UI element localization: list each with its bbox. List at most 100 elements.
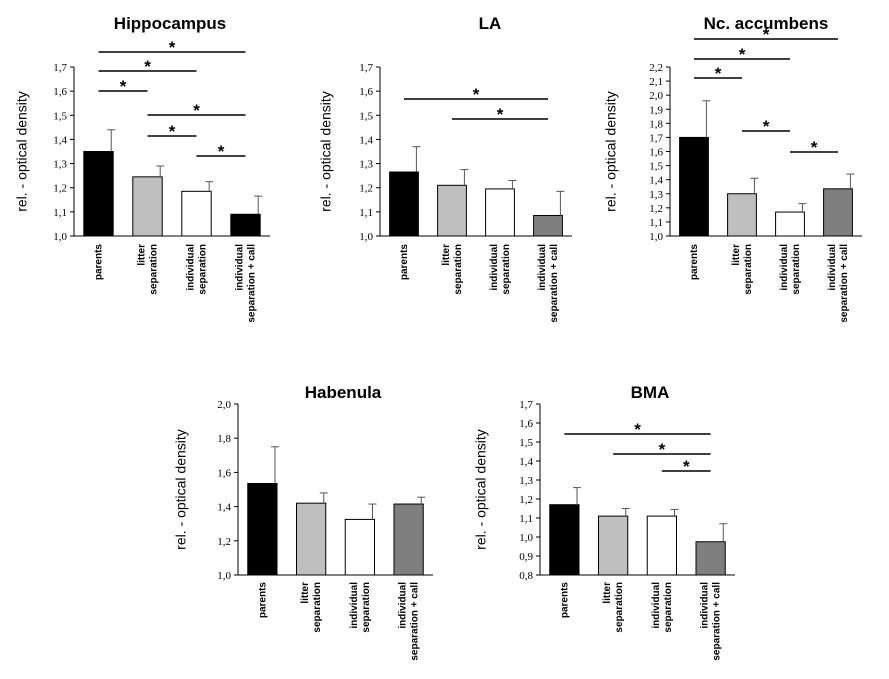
category-label: parents xyxy=(399,244,410,281)
y-tick-label: 1,3 xyxy=(53,159,67,171)
y-tick-label: 1,5 xyxy=(53,110,67,122)
bar xyxy=(132,176,163,237)
category-label: separation xyxy=(663,582,674,633)
category-label: separation + call xyxy=(410,582,421,661)
y-axis-label: rel. - optical density xyxy=(13,91,29,212)
y-tick-label: 1,7 xyxy=(359,62,373,74)
category-label: individual xyxy=(489,244,500,291)
y-tick-label: 1,6 xyxy=(217,467,231,479)
category-label: separation xyxy=(361,582,372,633)
bar xyxy=(83,151,114,237)
category-label: individual xyxy=(537,244,548,291)
y-tick-label: 1,5 xyxy=(649,161,663,173)
category-label: litter xyxy=(137,244,148,266)
y-tick-label: 1,7 xyxy=(649,132,663,144)
category-label: separation xyxy=(791,244,802,295)
category-label: litter xyxy=(300,582,311,604)
y-tick-label: 1,6 xyxy=(519,418,533,430)
category-label: parents xyxy=(689,244,700,281)
significance-star: * xyxy=(169,122,176,141)
bar xyxy=(549,504,580,576)
y-tick-label: 1,6 xyxy=(53,86,67,98)
bar xyxy=(181,190,212,237)
category-label: separation xyxy=(312,582,323,633)
significance-star: * xyxy=(218,142,225,161)
significance-star: * xyxy=(120,77,127,96)
chart-panel-0: Hippocampus rel. - optical density 1,0 1,1 1… xyxy=(13,14,270,323)
bar xyxy=(230,213,261,237)
bar xyxy=(344,518,375,576)
y-tick-label: 1,0 xyxy=(649,231,663,243)
y-tick-label: 1,2 xyxy=(359,183,373,195)
y-tick-label: 2,1 xyxy=(649,76,663,88)
y-tick-label: 1,1 xyxy=(519,513,533,525)
significance-star: * xyxy=(634,420,641,439)
category-label: parents xyxy=(257,582,268,619)
y-axis-label: rel. - optical density xyxy=(317,91,333,212)
y-tick-label: 1,7 xyxy=(519,399,533,411)
significance-star: * xyxy=(144,57,151,76)
y-tick-label: 1,0 xyxy=(53,231,67,243)
y-tick-label: 1,0 xyxy=(217,570,231,582)
significance-star: * xyxy=(193,101,200,120)
y-tick-label: 1,5 xyxy=(519,437,533,449)
category-label: parents xyxy=(94,244,105,281)
y-axis-label: rel. - optical density xyxy=(172,429,188,550)
bar xyxy=(646,515,677,576)
bar xyxy=(296,502,327,576)
category-label: individual xyxy=(779,244,790,291)
category-label: parents xyxy=(559,582,570,619)
bar xyxy=(389,171,419,237)
y-tick-label: 1,2 xyxy=(217,536,231,548)
y-tick-label: 2,2 xyxy=(649,62,663,74)
significance-star: * xyxy=(683,457,690,476)
y-tick-label: 1,1 xyxy=(359,207,373,219)
significance-star: * xyxy=(659,440,666,459)
significance-star: * xyxy=(715,64,722,83)
chart-title: Habenula xyxy=(305,383,382,402)
category-label: separation xyxy=(453,244,464,295)
y-tick-label: 1,4 xyxy=(53,134,67,146)
y-tick-label: 1,3 xyxy=(649,189,663,201)
category-label: separation + call xyxy=(247,244,258,323)
significance-star: * xyxy=(811,138,818,157)
bar xyxy=(437,184,467,237)
y-tick-label: 1,5 xyxy=(359,110,373,122)
significance-star: * xyxy=(169,38,176,57)
significance-star: * xyxy=(739,45,746,64)
chart-title: BMA xyxy=(631,383,670,402)
y-tick-label: 1,4 xyxy=(519,456,533,468)
chart-panel-2: Nc. accumbens rel. - optical density 1,0 1,… xyxy=(602,14,862,323)
y-tick-label: 1,0 xyxy=(519,532,533,544)
chart-title: LA xyxy=(479,14,502,33)
y-tick-label: 2,0 xyxy=(217,399,231,411)
y-tick-label: 0,9 xyxy=(519,551,533,563)
category-label: individual xyxy=(235,244,246,291)
y-tick-label: 1,8 xyxy=(217,433,231,445)
category-label: litter xyxy=(602,582,613,604)
significance-star: * xyxy=(497,105,504,124)
bar xyxy=(823,188,853,237)
bar xyxy=(775,211,805,237)
y-tick-label: 1,4 xyxy=(359,134,373,146)
y-tick-label: 1,4 xyxy=(217,502,231,514)
category-label: individual xyxy=(398,582,409,629)
y-tick-label: 1,3 xyxy=(359,159,373,171)
bar xyxy=(679,136,709,237)
category-label: individual xyxy=(827,244,838,291)
category-label: separation xyxy=(198,244,209,295)
y-tick-label: 1,4 xyxy=(649,175,663,187)
category-label: separation xyxy=(743,244,754,295)
chart-panel-4: BMA rel. - optical density 0,8 0,9 1,0 1,1 1,2… xyxy=(472,383,735,661)
category-label: separation xyxy=(501,244,512,295)
significance-star: * xyxy=(473,85,480,104)
y-tick-label: 1,2 xyxy=(53,183,67,195)
chart-title: Nc. accumbens xyxy=(704,14,829,33)
bar xyxy=(393,503,424,576)
category-label: individual xyxy=(651,582,662,629)
y-tick-label: 1,3 xyxy=(519,475,533,487)
category-label: separation + call xyxy=(712,582,723,661)
chart-panel-3: Habenula rel. - optical density 1,0 1,2 1,4 1… xyxy=(172,383,433,661)
y-tick-label: 1,0 xyxy=(359,231,373,243)
